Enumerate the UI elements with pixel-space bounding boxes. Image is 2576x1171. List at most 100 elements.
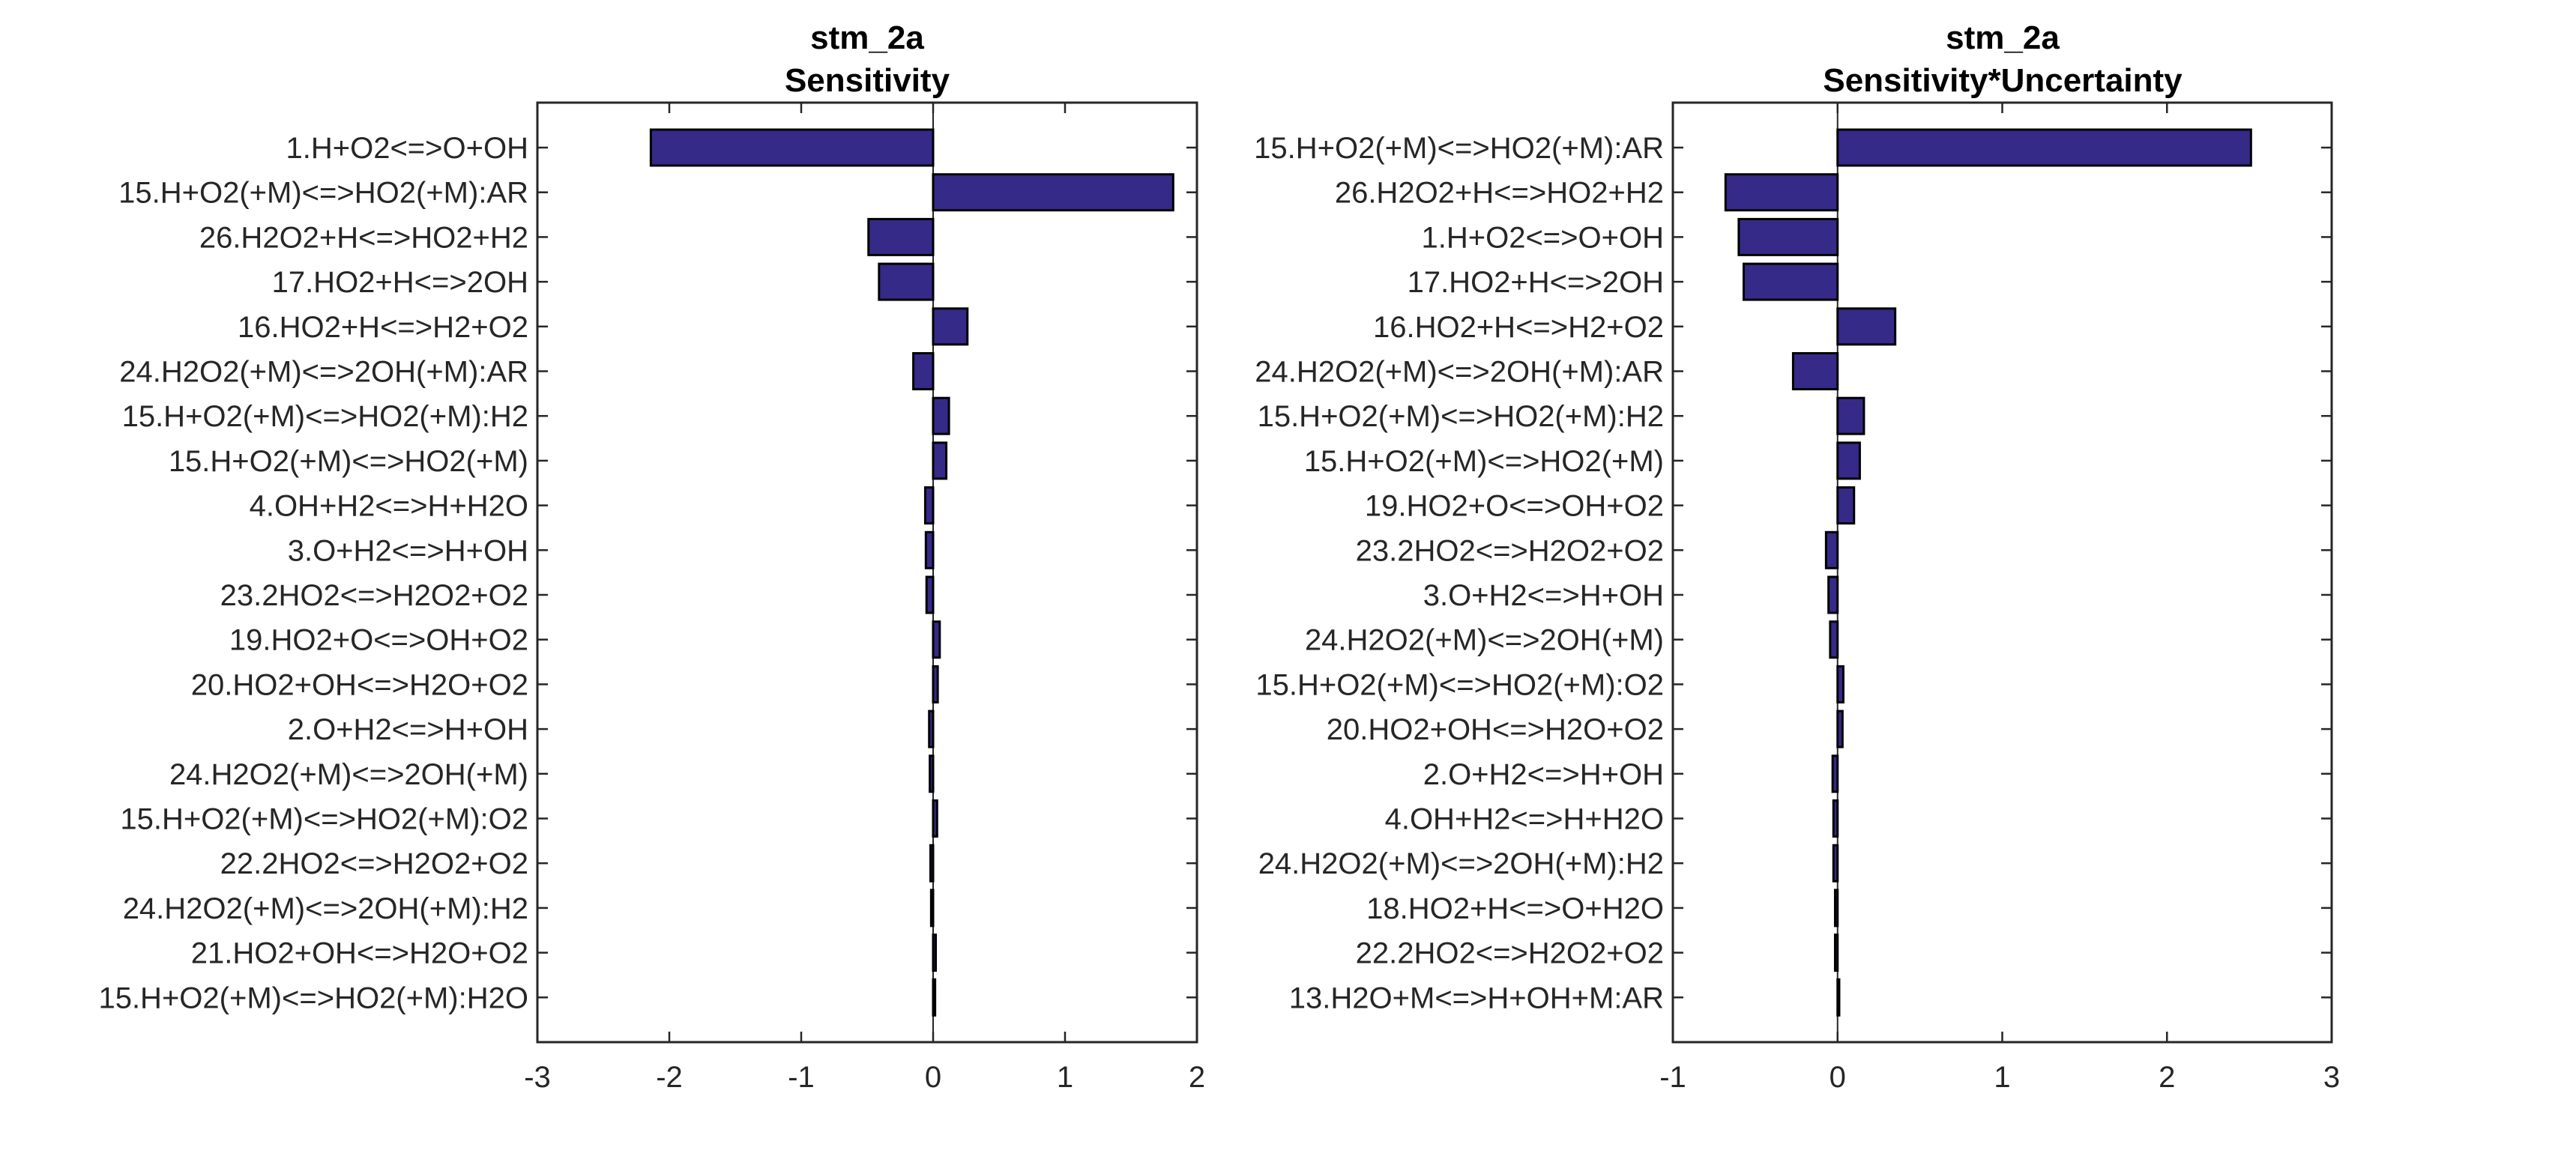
x-tick-label: 2	[1189, 1061, 1205, 1094]
y-tick-label: 16.HO2+H<=>H2+O2	[1373, 311, 1664, 344]
x-tick-label: -1	[1659, 1061, 1686, 1094]
y-tick-label: 17.HO2+H<=>2OH	[272, 266, 528, 299]
x-tick-label: 3	[2323, 1061, 2340, 1094]
bar	[867, 217, 935, 256]
y-tick-label: 23.2HO2<=>H2O2+O2	[220, 579, 528, 612]
bar	[932, 934, 938, 972]
bar	[1724, 173, 1839, 212]
bar	[1831, 754, 1839, 793]
bar	[1827, 575, 1839, 614]
bar	[925, 575, 935, 614]
bar	[923, 486, 935, 525]
y-tick-label: 20.HO2+OH<=>H2O+O2	[1327, 713, 1664, 746]
bar	[932, 620, 941, 659]
y-tick-label: 15.H+O2(+M)<=>HO2(+M):O2	[1255, 668, 1664, 701]
y-tick-label: 4.OH+H2<=>H+H2O	[1385, 803, 1664, 836]
bar	[1832, 844, 1839, 883]
y-tick-label: 24.H2O2(+M)<=>2OH(+M)	[1305, 624, 1664, 657]
y-tick-label: 3.O+H2<=>H+OH	[288, 534, 528, 567]
y-tick-label: 13.H2O+M<=>H+OH+M:AR	[1289, 981, 1664, 1014]
chart-title-line-2: Sensitivity*Uncertainty	[1823, 62, 2183, 99]
y-tick-label: 15.H+O2(+M)<=>HO2(+M):O2	[120, 803, 528, 836]
y-tick-label: 24.H2O2(+M)<=>2OH(+M)	[169, 758, 528, 791]
y-tick-label: 22.2HO2<=>H2O2+O2	[1356, 937, 1664, 970]
bar	[932, 978, 937, 1017]
y-tick-label: 16.HO2+H<=>H2+O2	[238, 311, 528, 344]
bar	[932, 173, 1174, 212]
bar	[929, 754, 935, 793]
y-tick-label: 22.2HO2<=>H2O2+O2	[220, 847, 528, 880]
y-tick-label: 23.2HO2<=>H2O2+O2	[1356, 534, 1664, 567]
bar	[932, 307, 969, 346]
x-tick-label: 0	[1830, 1061, 1846, 1094]
bar	[649, 128, 935, 167]
sensitivity-uncertainty-chart: stm_2a Sensitivity*Uncertainty -1 0 1 2 3 15.…	[1254, 19, 2340, 1094]
axes-box	[536, 101, 1198, 1044]
y-tick-label: 21.HO2+OH<=>H2O+O2	[191, 937, 528, 970]
bar	[1824, 530, 1839, 569]
bar	[1836, 441, 1861, 480]
bar	[1832, 799, 1839, 838]
bar	[1836, 128, 2252, 167]
y-tick-label: 19.HO2+O<=>OH+O2	[229, 624, 528, 657]
x-tick-label: -3	[524, 1061, 551, 1094]
y-tick-label: 19.HO2+O<=>OH+O2	[1365, 490, 1664, 523]
y-tick-label: 24.H2O2(+M)<=>2OH(+M):H2	[1258, 847, 1664, 880]
y-tick-label: 15.H+O2(+M)<=>HO2(+M):AR	[118, 177, 528, 210]
chart-title-line-1: stm_2a	[1946, 19, 2060, 56]
bar	[1836, 396, 1865, 435]
y-tick-label: 15.H+O2(+M)<=>HO2(+M):AR	[1254, 132, 1664, 165]
bar	[1737, 217, 1839, 256]
y-tick-label: 15.H+O2(+M)<=>HO2(+M):H2O	[98, 981, 528, 1014]
bar	[1833, 934, 1839, 972]
y-tick-label: 1.H+O2<=>O+OH	[286, 132, 528, 165]
y-tick-label: 15.H+O2(+M)<=>HO2(+M):H2	[1258, 400, 1664, 433]
y-tick-label: 4.OH+H2<=>H+H2O	[250, 490, 528, 523]
bar	[932, 665, 939, 703]
bar	[1742, 262, 1839, 301]
bar	[1829, 620, 1839, 659]
y-tick-label: 1.H+O2<=>O+OH	[1421, 221, 1664, 254]
bar	[912, 352, 935, 390]
bar	[932, 441, 948, 480]
chart-title-line-2: Sensitivity	[785, 62, 950, 99]
bar	[878, 262, 935, 301]
y-tick-label: 18.HO2+H<=>O+H2O	[1366, 892, 1664, 925]
y-tick-label: 15.H+O2(+M)<=>HO2(+M)	[1304, 445, 1664, 478]
sensitivity-chart: stm_2a Sensitivity -3 -2 -1 0 1 2 1.H+O2<=>O+O…	[98, 19, 1205, 1094]
y-tick-label: 26.H2O2+H<=>HO2+H2	[1335, 177, 1664, 210]
bar	[1836, 307, 1897, 346]
y-tick-label: 3.O+H2<=>H+OH	[1423, 579, 1664, 612]
x-tick-label: 2	[2159, 1061, 2175, 1094]
y-tick-label: 15.H+O2(+M)<=>HO2(+M):H2	[122, 400, 528, 433]
bar	[1836, 978, 1841, 1017]
bar	[1836, 486, 1856, 525]
x-tick-label: -1	[788, 1061, 815, 1094]
bar	[1791, 352, 1839, 390]
y-tick-label: 2.O+H2<=>H+OH	[288, 713, 528, 746]
bar	[1833, 889, 1839, 928]
plot-area: -1 0 1 2 3 15.H+O2(+M)<=>HO2(+M):AR 26.H2O2+H<…	[1254, 101, 2340, 1094]
x-tick-label: 1	[1994, 1061, 2010, 1094]
bar	[932, 396, 950, 435]
plot-area: -3 -2 -1 0 1 2 1.H+O2<=>O+OH 15.H+O2(+M)<=>HO2(…	[98, 101, 1205, 1094]
bar	[1836, 665, 1844, 703]
bar	[929, 844, 935, 883]
y-tick-label: 2.O+H2<=>H+OH	[1423, 758, 1664, 791]
y-tick-label: 24.H2O2(+M)<=>2OH(+M):AR	[1255, 356, 1664, 389]
x-tick-label: 1	[1057, 1061, 1073, 1094]
y-tick-label: 24.H2O2(+M)<=>2OH(+M):H2	[123, 892, 528, 925]
x-tick-label: -2	[656, 1061, 683, 1094]
y-tick-label: 24.H2O2(+M)<=>2OH(+M):AR	[119, 356, 528, 389]
bar	[1836, 709, 1844, 748]
x-tick-label: 0	[925, 1061, 941, 1094]
y-tick-label: 26.H2O2+H<=>HO2+H2	[199, 221, 528, 254]
y-tick-label: 17.HO2+H<=>2OH	[1408, 266, 1664, 299]
chart-title-line-1: stm_2a	[810, 19, 924, 56]
y-tick-label: 20.HO2+OH<=>H2O+O2	[191, 668, 528, 701]
bar	[932, 799, 938, 838]
bar	[928, 709, 935, 748]
bar	[924, 530, 935, 569]
